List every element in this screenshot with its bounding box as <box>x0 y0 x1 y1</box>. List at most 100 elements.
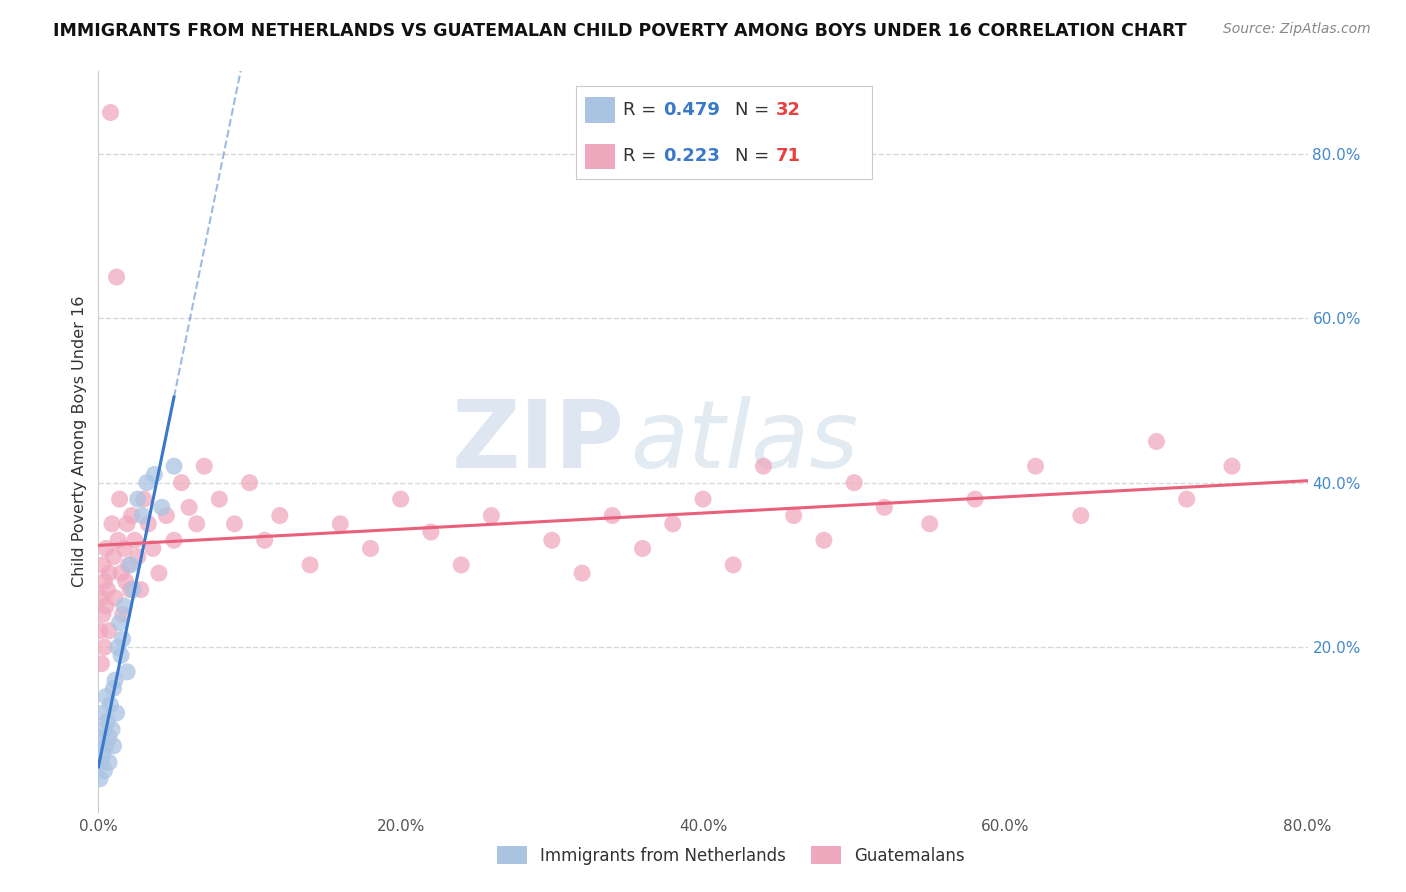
Point <box>602 508 624 523</box>
Point <box>114 574 136 589</box>
Point <box>120 558 142 572</box>
Point <box>108 492 131 507</box>
Point <box>91 706 114 720</box>
Text: atlas: atlas <box>630 396 859 487</box>
Point <box>104 591 127 605</box>
Point <box>193 459 215 474</box>
Point <box>100 698 122 712</box>
Point <box>94 599 117 613</box>
Point <box>111 607 134 622</box>
Point <box>163 533 186 548</box>
Point <box>571 566 593 581</box>
Point <box>127 549 149 564</box>
Point <box>103 549 125 564</box>
Point <box>91 607 114 622</box>
Point <box>90 756 112 770</box>
Point <box>299 558 322 572</box>
Point <box>163 459 186 474</box>
Point <box>110 648 132 663</box>
Point <box>540 533 562 548</box>
Point <box>98 566 121 581</box>
Point <box>112 541 135 556</box>
Point <box>481 508 503 523</box>
Point <box>186 516 208 531</box>
Point <box>105 706 128 720</box>
Point <box>115 516 138 531</box>
Point <box>813 533 835 548</box>
Legend: Immigrants from Netherlands, Guatemalans: Immigrants from Netherlands, Guatemalans <box>489 838 973 873</box>
Point <box>127 492 149 507</box>
Point <box>150 500 173 515</box>
Point <box>104 673 127 687</box>
Point <box>783 508 806 523</box>
Point <box>115 665 138 679</box>
Point <box>124 533 146 548</box>
Point <box>89 772 111 786</box>
Point <box>98 624 121 638</box>
Text: Source: ZipAtlas.com: Source: ZipAtlas.com <box>1223 22 1371 37</box>
Point <box>105 270 128 285</box>
Point <box>96 714 118 729</box>
Point <box>208 492 231 507</box>
Point <box>118 558 141 572</box>
Point <box>179 500 201 515</box>
Point <box>93 574 115 589</box>
Y-axis label: Child Poverty Among Boys Under 16: Child Poverty Among Boys Under 16 <box>72 296 87 587</box>
Point <box>122 582 145 597</box>
Point <box>94 690 117 704</box>
Point <box>269 508 291 523</box>
Point <box>143 467 166 482</box>
Point <box>1144 434 1167 449</box>
Point <box>112 599 135 613</box>
Point <box>420 524 443 539</box>
Point <box>89 624 111 638</box>
Point <box>360 541 382 556</box>
Point <box>111 632 134 646</box>
Point <box>120 582 142 597</box>
Point <box>155 508 177 523</box>
Point <box>389 492 412 507</box>
Point <box>873 500 896 515</box>
Point <box>1175 492 1198 507</box>
Point <box>94 739 117 753</box>
Point <box>91 747 114 761</box>
Point <box>723 558 745 572</box>
Point <box>108 615 131 630</box>
Point <box>110 566 132 581</box>
Point <box>93 723 115 737</box>
Point <box>170 475 193 490</box>
Point <box>224 516 246 531</box>
Point <box>253 533 276 548</box>
Point <box>239 475 262 490</box>
Point <box>142 541 165 556</box>
Point <box>918 516 941 531</box>
Point <box>136 516 159 531</box>
Point <box>329 516 352 531</box>
Point <box>631 541 654 556</box>
Point <box>90 657 112 671</box>
Point <box>100 105 122 120</box>
Point <box>129 582 152 597</box>
Point <box>450 558 472 572</box>
Point <box>752 459 775 474</box>
Point <box>965 492 987 507</box>
Point <box>1070 508 1092 523</box>
Point <box>107 533 129 548</box>
Point <box>101 516 124 531</box>
Point <box>90 731 112 745</box>
Point <box>692 492 714 507</box>
Point <box>131 508 153 523</box>
Point <box>98 731 121 745</box>
Point <box>98 756 121 770</box>
Point <box>132 492 155 507</box>
Text: ZIP: ZIP <box>451 395 624 488</box>
Point <box>1024 459 1046 474</box>
Text: IMMIGRANTS FROM NETHERLANDS VS GUATEMALAN CHILD POVERTY AMONG BOYS UNDER 16 CORR: IMMIGRANTS FROM NETHERLANDS VS GUATEMALA… <box>53 22 1187 40</box>
Point <box>135 475 157 490</box>
Point <box>107 640 129 655</box>
Point <box>101 723 124 737</box>
Point <box>91 558 114 572</box>
Point <box>121 508 143 523</box>
Point <box>661 516 683 531</box>
Point <box>93 640 115 655</box>
